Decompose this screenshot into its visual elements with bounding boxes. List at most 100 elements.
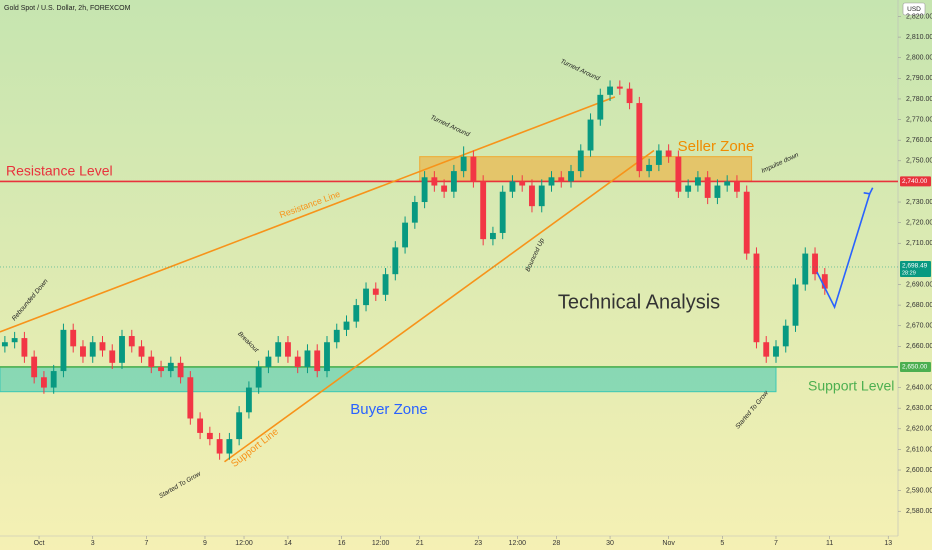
candle-body [441, 185, 448, 192]
y-tick-label: 2,680.00 [906, 302, 932, 309]
y-tick-label: 2,670.00 [906, 323, 932, 330]
candle-body [324, 342, 330, 372]
y-tick-label: 2,810.00 [906, 34, 932, 41]
x-tick-label: 12:00 [235, 540, 253, 547]
candle-body [333, 329, 340, 343]
candle-body [460, 156, 467, 172]
candle-body [538, 185, 545, 207]
y-tick-label: 2,690.00 [906, 281, 932, 288]
candle-body [50, 371, 57, 388]
candle-body [431, 177, 438, 186]
y-tick-label: 2,630.00 [906, 405, 932, 412]
candle-body [773, 346, 779, 357]
candle-body [197, 418, 204, 433]
main-label: Technical Analysis [558, 291, 720, 313]
candle-body [343, 321, 350, 330]
x-tick-label: 5 [720, 540, 724, 547]
candle-body [363, 288, 369, 306]
candle-body [382, 274, 389, 295]
candle-body [285, 342, 291, 357]
candle-body [743, 191, 750, 254]
projection-arrow [863, 187, 874, 195]
price-tag [900, 176, 931, 187]
candle-body [792, 284, 799, 326]
x-tick-label: 30 [606, 540, 614, 547]
candle-body [1, 342, 8, 347]
zone-label: Seller Zone [678, 138, 755, 155]
candle-body [372, 288, 379, 295]
candle-body [187, 377, 194, 419]
projection-path [816, 193, 871, 310]
candle-body [626, 88, 633, 104]
candle-body [724, 181, 731, 186]
x-tick-label: 28 [552, 540, 560, 547]
candle-body [128, 336, 135, 347]
candle-body [275, 342, 282, 357]
candle-body [21, 338, 28, 357]
candle-body [60, 329, 67, 372]
candle-body [11, 338, 18, 343]
candle-body [763, 342, 770, 357]
candle-body [89, 342, 96, 357]
candle-body [782, 325, 789, 347]
candle-body [392, 247, 399, 275]
y-tick-label: 2,590.00 [906, 487, 932, 494]
candle-body [119, 336, 125, 363]
y-tick-label: 2,580.00 [906, 508, 932, 515]
candle-body [40, 377, 47, 388]
candle-body [636, 103, 643, 172]
candle-body [548, 177, 555, 186]
zone [0, 366, 777, 393]
x-tick-label: 13 [884, 540, 892, 547]
candle-body [802, 253, 809, 285]
candle-body [353, 305, 360, 322]
x-tick-label: 21 [416, 540, 424, 547]
x-tick-label: Oct [34, 540, 45, 547]
candle-body [685, 185, 692, 192]
zone-label: Buyer Zone [350, 401, 428, 418]
price-tag [900, 361, 931, 372]
trend-line [224, 149, 655, 463]
candle-body [80, 346, 86, 357]
candle-body [255, 366, 262, 388]
x-tick-label: 12:00 [509, 540, 527, 547]
candle-body [607, 86, 613, 95]
zone [419, 156, 753, 182]
candle-body [236, 412, 243, 440]
candle-body [734, 181, 740, 192]
candle-body [646, 164, 653, 172]
candle-body [148, 356, 155, 367]
price-tag [900, 260, 931, 277]
candle-body [704, 177, 711, 198]
candle-body [167, 362, 174, 372]
candle-body [109, 350, 116, 363]
candle-body [158, 366, 164, 372]
y-tick-label: 2,620.00 [906, 426, 932, 433]
candle-body [216, 439, 223, 454]
candle-body [821, 274, 828, 289]
x-tick-label: 7 [774, 540, 778, 547]
candle-body [138, 346, 145, 357]
candle-body [694, 177, 701, 186]
x-tick-label: 9 [203, 540, 207, 547]
candle-body [577, 150, 584, 172]
candle-body [558, 177, 565, 182]
candle-body [616, 86, 623, 89]
y-tick-label: 2,750.00 [906, 158, 932, 165]
candle-body [587, 119, 594, 151]
x-tick-label: 14 [284, 540, 292, 547]
candle-body [499, 191, 506, 233]
candle-body [450, 171, 457, 192]
currency-box[interactable] [902, 2, 926, 16]
x-tick-label: 23 [474, 540, 482, 547]
y-tick-label: 2,730.00 [906, 199, 932, 206]
x-tick-label: Nov [662, 540, 675, 547]
y-tick-label: 2,600.00 [906, 467, 932, 474]
candle-body [314, 350, 321, 372]
y-tick-label: 2,760.00 [906, 137, 932, 144]
y-tick-label: 2,790.00 [906, 75, 932, 82]
price-tag-label: 2,740.00 [902, 178, 928, 185]
currency[interactable]: USD [907, 6, 921, 13]
candle-body [529, 185, 535, 207]
